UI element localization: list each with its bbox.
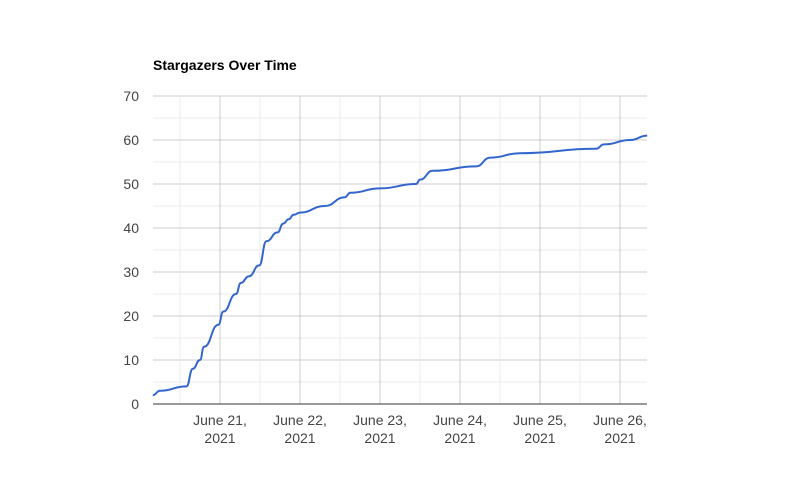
x-tick-label-year: 2021 (204, 430, 235, 446)
y-tick-label: 50 (123, 176, 139, 192)
x-axis-ticks: June 21, 2021 June 22, 2021 June 23, 2021 June… (193, 412, 647, 446)
y-tick-label: 0 (131, 396, 139, 412)
x-tick-label-year: 2021 (444, 430, 475, 446)
gridlines (153, 95, 647, 404)
y-tick-label: 60 (123, 132, 139, 148)
x-tick-label: June 22, (273, 412, 327, 428)
x-tick-label: June 21, (193, 412, 247, 428)
x-tick-label: June 23, (353, 412, 407, 428)
y-tick-label: 40 (123, 220, 139, 236)
x-tick-label-year: 2021 (364, 430, 395, 446)
x-tick-label: June 25, (513, 412, 567, 428)
y-tick-label: 20 (123, 308, 139, 324)
y-tick-label: 30 (123, 264, 139, 280)
y-tick-label: 10 (123, 352, 139, 368)
y-tick-label: 70 (123, 88, 139, 104)
x-tick-label-year: 2021 (524, 430, 555, 446)
stargazers-line (152, 134, 648, 397)
x-tick-label-year: 2021 (284, 430, 315, 446)
y-axis-ticks: 0 10 20 30 40 50 60 70 (123, 88, 139, 412)
chart-title: Stargazers Over Time (153, 57, 297, 73)
x-tick-label: June 26, (593, 412, 647, 428)
x-tick-label: June 24, (433, 412, 487, 428)
x-tick-label-year: 2021 (604, 430, 635, 446)
